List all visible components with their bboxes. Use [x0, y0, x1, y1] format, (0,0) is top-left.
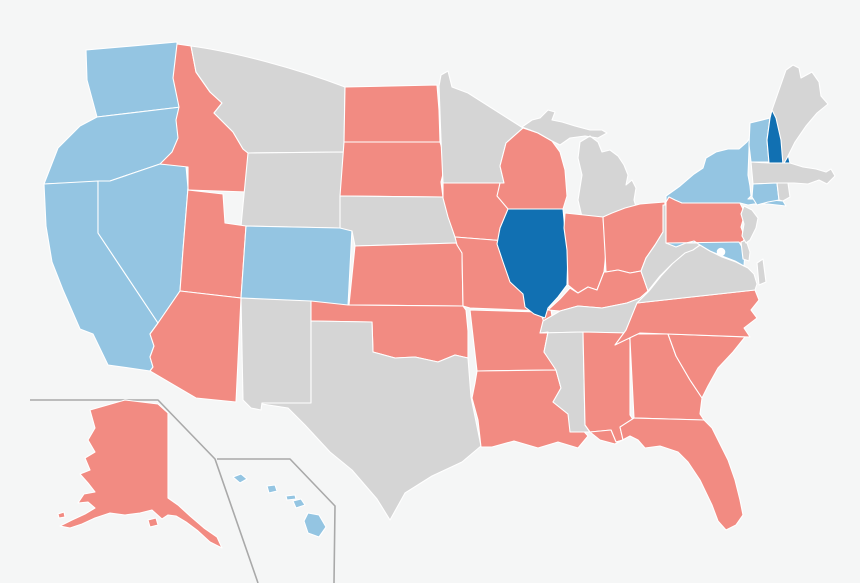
state-maine — [771, 64, 829, 166]
state-florida — [589, 417, 744, 531]
state-colorado — [240, 225, 353, 307]
state-new-york — [665, 121, 787, 207]
state-washington — [85, 41, 182, 118]
state-wyoming — [240, 151, 345, 229]
state-michigan — [521, 109, 638, 218]
state-montana — [190, 45, 346, 154]
state-arkansas — [469, 309, 557, 372]
state-arizona — [149, 290, 242, 403]
state-kansas — [348, 242, 464, 307]
state-new-mexico — [240, 297, 312, 411]
dc-circle — [716, 247, 726, 257]
state-new-jersey — [740, 205, 759, 244]
state-texas — [261, 320, 482, 521]
state-hawaii — [232, 473, 327, 538]
alaska-inset-border — [30, 399, 259, 583]
hawaii-inset-border — [217, 458, 336, 583]
state-rhode-island — [776, 182, 791, 202]
state-utah — [179, 187, 247, 299]
state-alaska — [57, 399, 223, 549]
state-south-dakota — [339, 141, 447, 198]
state-north-carolina — [614, 289, 760, 346]
state-indiana — [563, 212, 607, 294]
state-north-dakota — [343, 84, 441, 143]
state-south-carolina — [667, 333, 746, 399]
state-nebraska — [339, 195, 458, 247]
state-massachusetts — [750, 161, 836, 185]
